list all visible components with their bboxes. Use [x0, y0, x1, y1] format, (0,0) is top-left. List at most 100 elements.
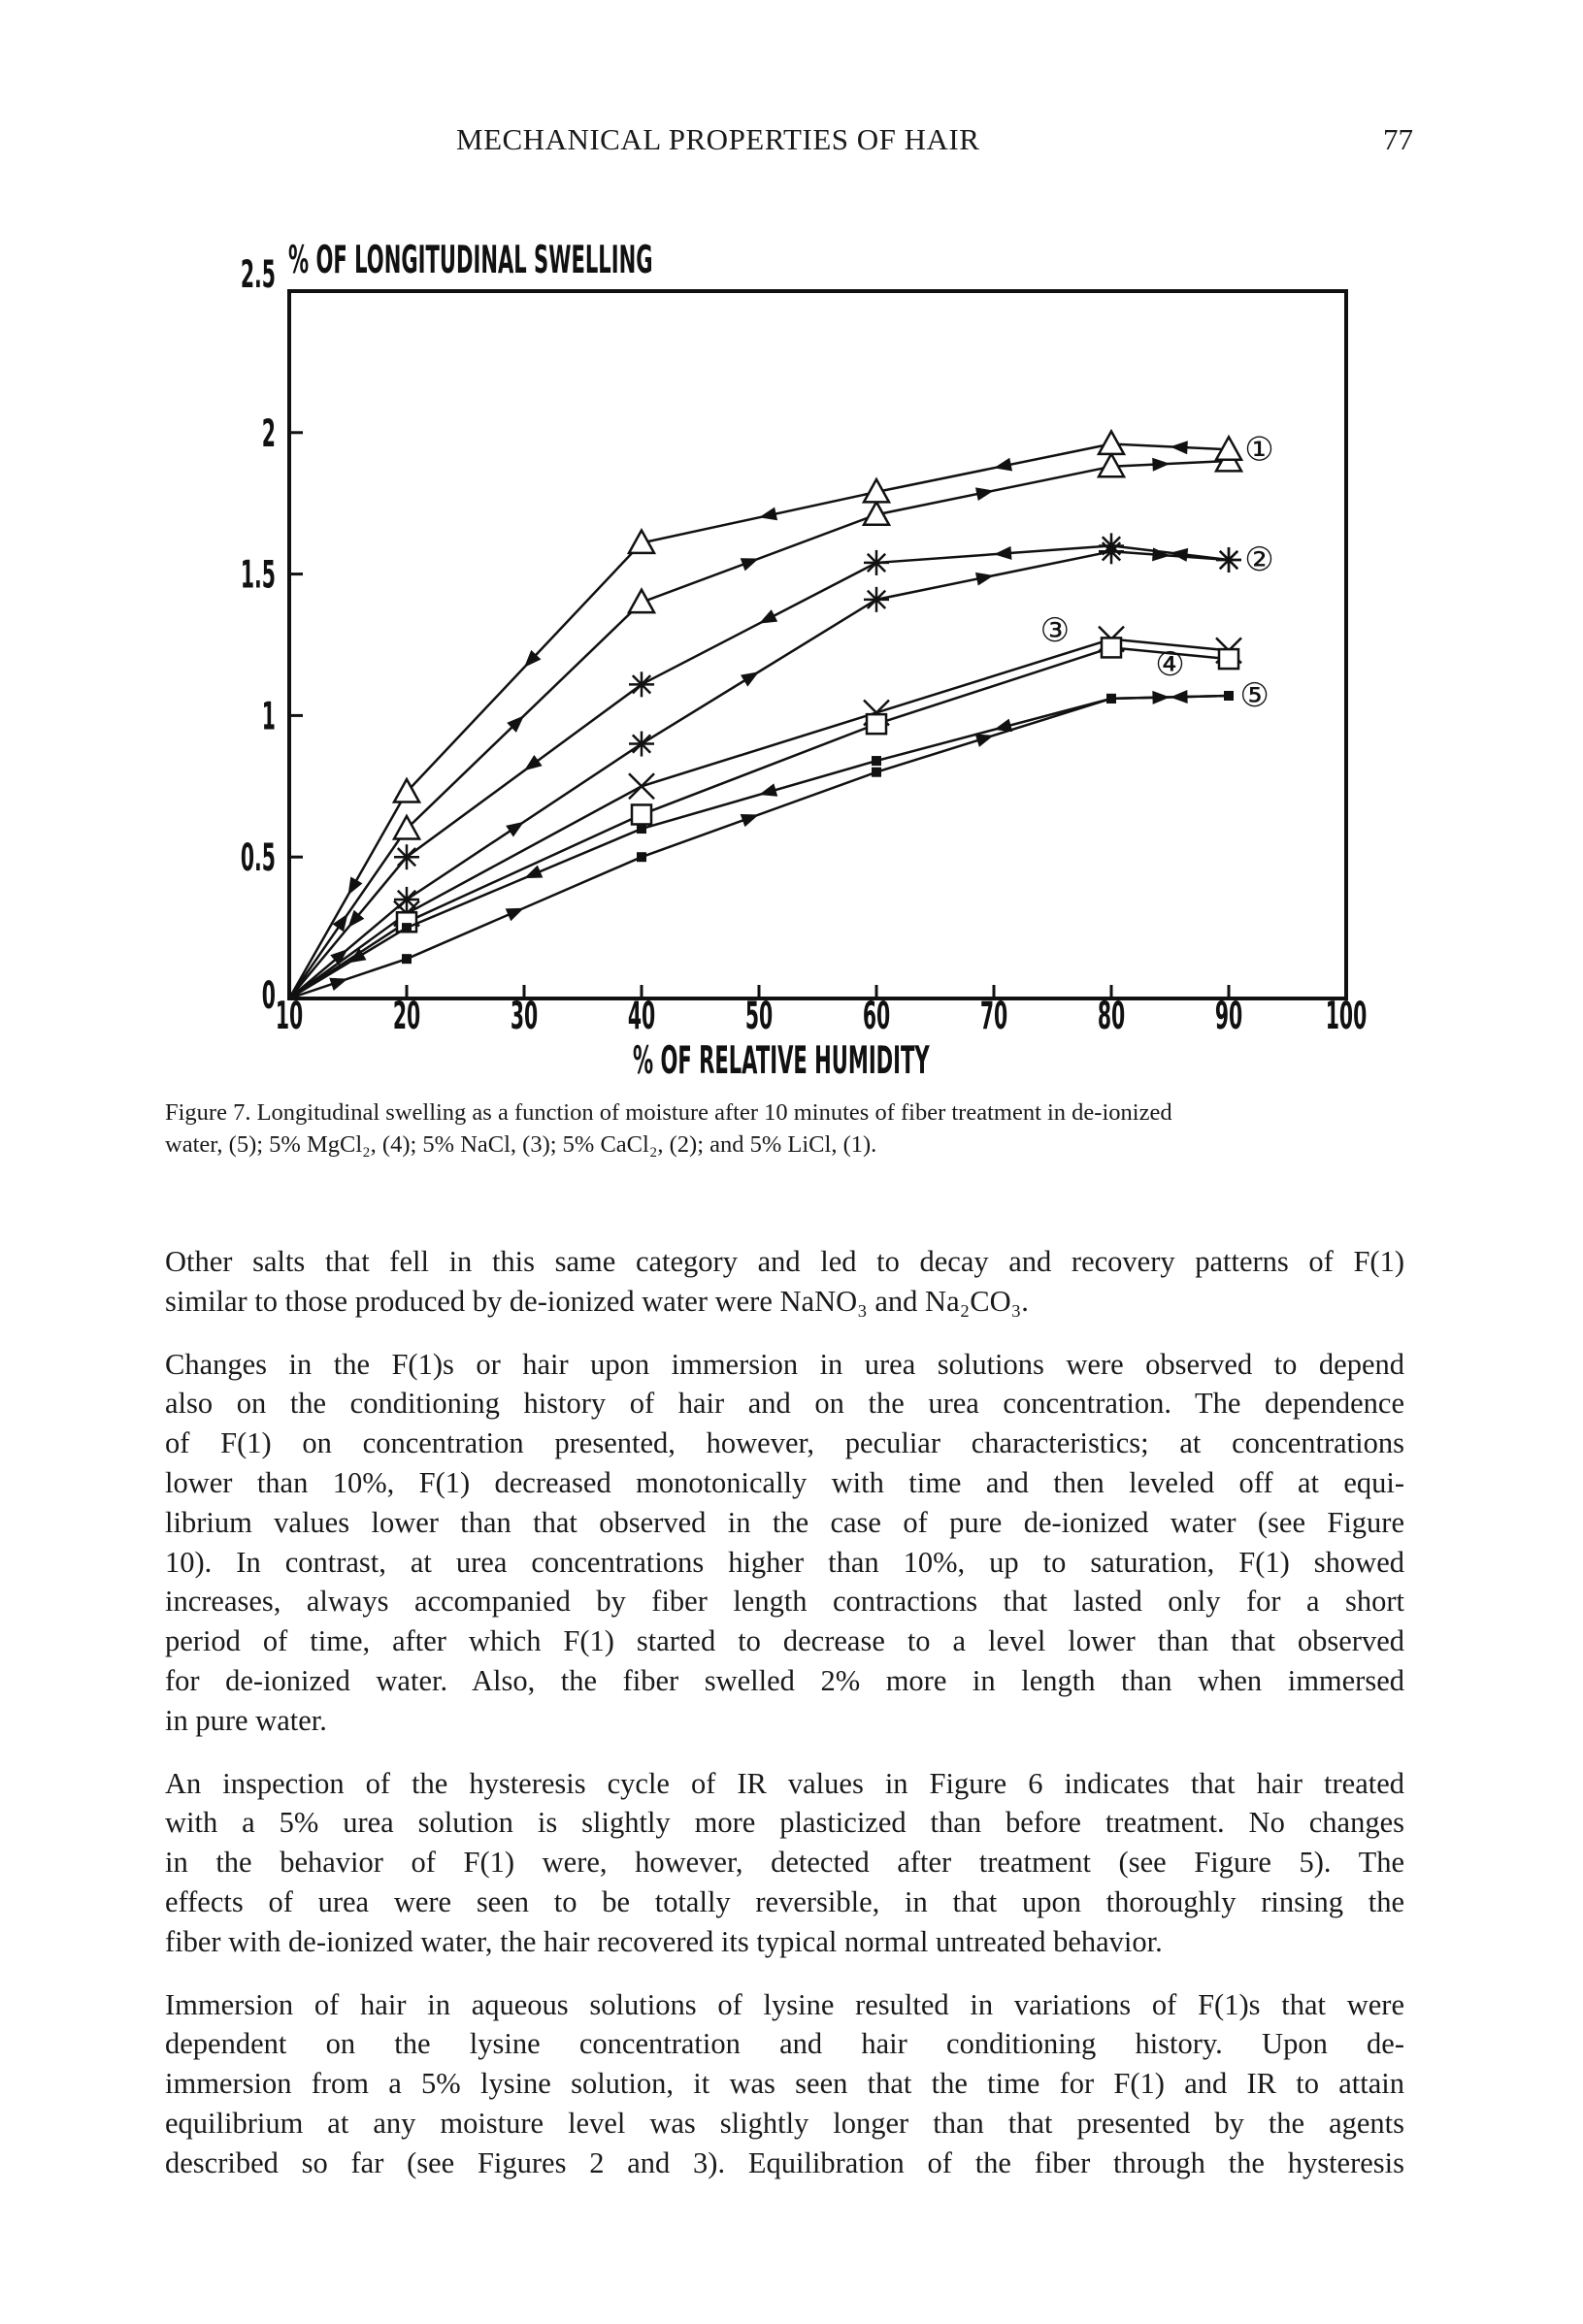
asterisk-stroke [396, 889, 417, 910]
y-axis-title: % OF LONGITUDINAL SWELLING [288, 239, 653, 282]
page-number: 77 [1383, 122, 1413, 156]
series-5-up-line [288, 694, 1230, 1000]
direction-arrow [740, 558, 759, 572]
dot-marker [872, 756, 881, 767]
text-line: dependent on the lysine concentration an… [165, 2027, 1404, 2061]
direction-arrow [974, 487, 994, 502]
triangle-marker [391, 813, 422, 840]
series-1 [287, 428, 1244, 999]
series-label: ④ [1155, 645, 1184, 684]
x-tick-label: 80 [1098, 995, 1125, 1038]
series-4 [288, 637, 1240, 1000]
dot-marker [637, 824, 646, 835]
direction-arrow [524, 649, 542, 668]
text-line: in pure water. [165, 1703, 327, 1737]
text-line: Other salts that fell in this same categ… [165, 1245, 1404, 1278]
y-tick-label: 2.5 [241, 253, 276, 297]
triangle-marker [1213, 434, 1244, 461]
direction-arrow [1170, 690, 1188, 704]
series-5-down-line [288, 694, 1230, 1000]
asterisk-stroke [631, 674, 652, 695]
direction-arrow [347, 948, 367, 964]
asterisk-marker [864, 549, 889, 575]
direction-arrow [524, 754, 543, 771]
asterisk-marker [394, 844, 419, 870]
asterisk-marker [394, 886, 419, 912]
dot-marker [637, 852, 646, 863]
direction-arrow [505, 907, 524, 922]
square-marker [1100, 637, 1123, 659]
text-line: in the behavior of F(1) were, however, d… [165, 1846, 1404, 1880]
x-tick-label: 10 [276, 995, 303, 1038]
direction-arrow [994, 545, 1012, 560]
direction-arrow [329, 977, 348, 991]
direction-arrow [994, 457, 1013, 472]
triangle-marker [626, 587, 657, 614]
series-label: ② [1244, 540, 1273, 579]
direction-arrow [506, 821, 524, 837]
text-line: described so far (see Figures 2 and 3). … [165, 2145, 1404, 2179]
cross-stroke [628, 772, 655, 801]
figure-caption: Figure 7. Longitudinal swelling as a fun… [165, 1097, 1404, 1161]
text-line: of F(1) on concentration presented, howe… [165, 1426, 1404, 1460]
text-line: similar to those produced by de-ionized … [165, 1284, 1029, 1318]
direction-arrow [1152, 457, 1171, 472]
paragraph: Immersion of hair in aqueous solutions o… [165, 1985, 1404, 2183]
series-label: ① [1244, 430, 1273, 469]
body-text: Other salts that fell in this same categ… [165, 1242, 1404, 2207]
series-2-down-line [288, 544, 1230, 999]
asterisk-marker [629, 731, 654, 757]
text-line: fiber with de-ionized water, the hair re… [165, 1924, 1163, 1958]
plot-frame [287, 289, 1348, 1000]
series-1-down-line [287, 442, 1230, 999]
direction-arrow [759, 609, 778, 624]
asterisk-stroke [396, 847, 417, 867]
asterisk-marker [1216, 547, 1241, 573]
direction-arrow [974, 572, 994, 586]
text-line: An inspection of the hysteresis cycle of… [165, 1766, 1404, 1800]
x-tick-label: 60 [863, 995, 890, 1038]
asterisk-stroke [866, 552, 887, 573]
text-line: lower than 10%, F(1) decreased monotonic… [165, 1465, 1404, 1499]
dot-marker [402, 923, 412, 933]
direction-arrow [1170, 441, 1188, 455]
text-line: equilibrium at any moisture level was sl… [165, 2106, 1404, 2140]
x-tick-label: 100 [1326, 995, 1368, 1038]
y-tick-label: 1.5 [241, 553, 276, 597]
caption-line: Figure 7. Longitudinal swelling as a fun… [165, 1099, 1172, 1126]
direction-arrow [330, 948, 348, 966]
x-tick-label: 40 [628, 995, 655, 1038]
series-label: ⑤ [1239, 676, 1269, 715]
dot-marker [872, 767, 881, 777]
direction-arrow [759, 507, 778, 521]
asterisk-stroke [1101, 536, 1122, 556]
running-head: MECHANICAL PROPERTIES OF HAIR [456, 122, 980, 156]
direction-arrow [332, 913, 348, 933]
series-3-up-line [288, 638, 1230, 1000]
asterisk-stroke [1218, 549, 1239, 571]
series-2-up-line [288, 550, 1230, 999]
paragraph: Other salts that fell in this same categ… [165, 1242, 1404, 1322]
asterisk-marker [864, 586, 889, 612]
square-marker [1217, 647, 1240, 671]
dot-marker [1224, 690, 1234, 701]
x-tick-label: 30 [511, 995, 538, 1038]
x-tick-label: 50 [745, 995, 773, 1038]
triangle-marker [861, 499, 892, 527]
dot-marker [402, 954, 412, 965]
direction-arrow [974, 734, 994, 747]
paragraph: An inspection of the hysteresis cycle of… [165, 1764, 1404, 1962]
square-marker [630, 803, 653, 826]
text-line: Immersion of hair in aqueous solutions o… [165, 1987, 1404, 2021]
asterisk-marker [1099, 533, 1124, 559]
direction-arrow [347, 909, 365, 929]
caption-line: water, (5); 5% MgCl₂, (4); 5% NaCl, (3);… [165, 1131, 877, 1158]
y-tick-label: 2 [262, 412, 276, 456]
triangle-marker [391, 776, 422, 803]
text-line: period of time, after which F(1) started… [165, 1624, 1404, 1658]
text-line: for de-ionized water. Also, the fiber sw… [165, 1663, 1404, 1697]
square-marker [865, 712, 888, 736]
x-tick-label: 70 [980, 995, 1007, 1038]
y-tick-label: 0 [262, 974, 276, 1018]
triangle-marker [861, 476, 892, 504]
